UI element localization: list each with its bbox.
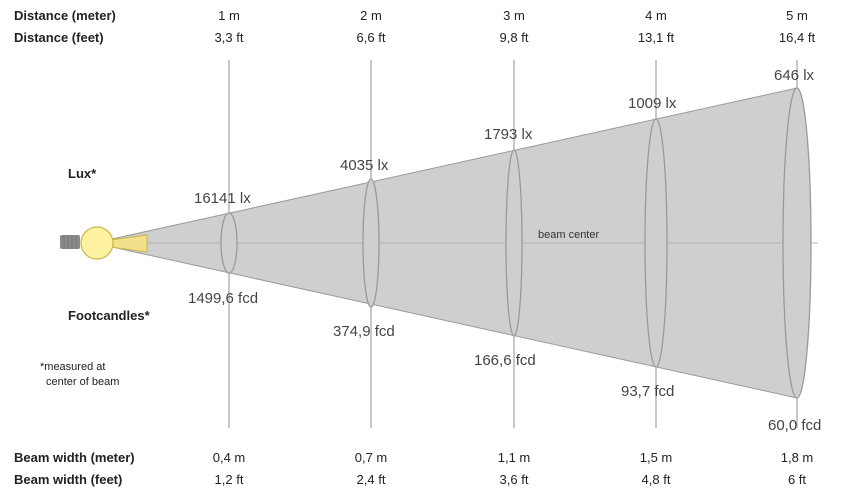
distance-feet-value: 3,3 ft <box>215 30 244 45</box>
beam-cone <box>111 87 818 399</box>
beam-width-feet-value: 2,4 ft <box>357 472 386 487</box>
beam-width-feet-value: 6 ft <box>788 472 806 487</box>
note-line-1: *measured at <box>40 361 105 373</box>
lux-value: 16141 lx <box>194 190 251 207</box>
beam-cross-section <box>220 212 238 274</box>
distance-meter-value: 2 m <box>360 8 382 23</box>
label-lux: Lux* <box>68 166 97 181</box>
distance-column: 5 m 16,4 ft 646 lx 60,0 fcd 1,8 m 6 ft <box>768 8 821 487</box>
label-beam-width-feet: Beam width (feet) <box>14 472 122 487</box>
beam-center-label: beam center <box>538 229 599 241</box>
beam-width-meter-value: 0,4 m <box>213 450 246 465</box>
label-distance-feet: Distance (feet) <box>14 30 104 45</box>
distance-columns: 1 m 3,3 ft 16141 lx 1499,6 fcd 0,4 m 1,2 ft 2 … <box>188 8 821 487</box>
distance-column: 1 m 3,3 ft 16141 lx 1499,6 fcd 0,4 m 1,2 ft <box>188 8 258 487</box>
note-line-2: center of beam <box>46 376 119 388</box>
distance-meter-value: 5 m <box>786 8 808 23</box>
fcd-value: 166,6 fcd <box>474 352 536 369</box>
beam-width-feet-value: 4,8 ft <box>642 472 671 487</box>
distance-column: 3 m 9,8 ft 1793 lx 166,6 fcd 1,1 m 3,6 ft <box>474 8 536 487</box>
distance-feet-value: 13,1 ft <box>638 30 675 45</box>
lamp-bulb <box>80 226 114 260</box>
distance-feet-value: 16,4 ft <box>779 30 816 45</box>
lamp-lens <box>109 234 148 253</box>
lux-value: 1009 lx <box>628 95 677 112</box>
fcd-value: 60,0 fcd <box>768 417 821 434</box>
distance-column: 2 m 6,6 ft 4035 lx 374,9 fcd 0,7 m 2,4 ft <box>333 8 395 487</box>
beam-cross-section <box>362 178 380 308</box>
lamp-base <box>60 235 80 249</box>
fcd-value: 1499,6 fcd <box>188 290 258 307</box>
fcd-value: 374,9 fcd <box>333 323 395 340</box>
label-footcandles: Footcandles* <box>68 308 151 323</box>
beam-cross-section <box>782 87 812 399</box>
distance-meter-value: 1 m <box>218 8 240 23</box>
fcd-value: 93,7 fcd <box>621 383 674 400</box>
beam-cross-section <box>505 149 523 337</box>
beam-width-meter-value: 1,5 m <box>640 450 673 465</box>
lux-value: 646 lx <box>774 67 815 84</box>
lux-value: 1793 lx <box>484 126 533 143</box>
distance-feet-value: 9,8 ft <box>500 30 529 45</box>
distance-column: 4 m 13,1 ft 1009 lx 93,7 fcd 1,5 m 4,8 ft <box>621 8 677 487</box>
beam-width-feet-value: 3,6 ft <box>500 472 529 487</box>
distance-feet-value: 6,6 ft <box>357 30 386 45</box>
distance-meter-value: 3 m <box>503 8 525 23</box>
lamp-icon <box>60 226 148 260</box>
lux-value: 4035 lx <box>340 157 389 174</box>
label-beam-width-meter: Beam width (meter) <box>14 450 135 465</box>
label-distance-meter: Distance (meter) <box>14 8 116 23</box>
beam-width-meter-value: 1,1 m <box>498 450 531 465</box>
distance-meter-value: 4 m <box>645 8 667 23</box>
beam-cross-section <box>644 118 668 368</box>
beam-width-meter-value: 1,8 m <box>781 450 814 465</box>
beam-width-meter-value: 0,7 m <box>355 450 388 465</box>
beam-width-feet-value: 1,2 ft <box>215 472 244 487</box>
